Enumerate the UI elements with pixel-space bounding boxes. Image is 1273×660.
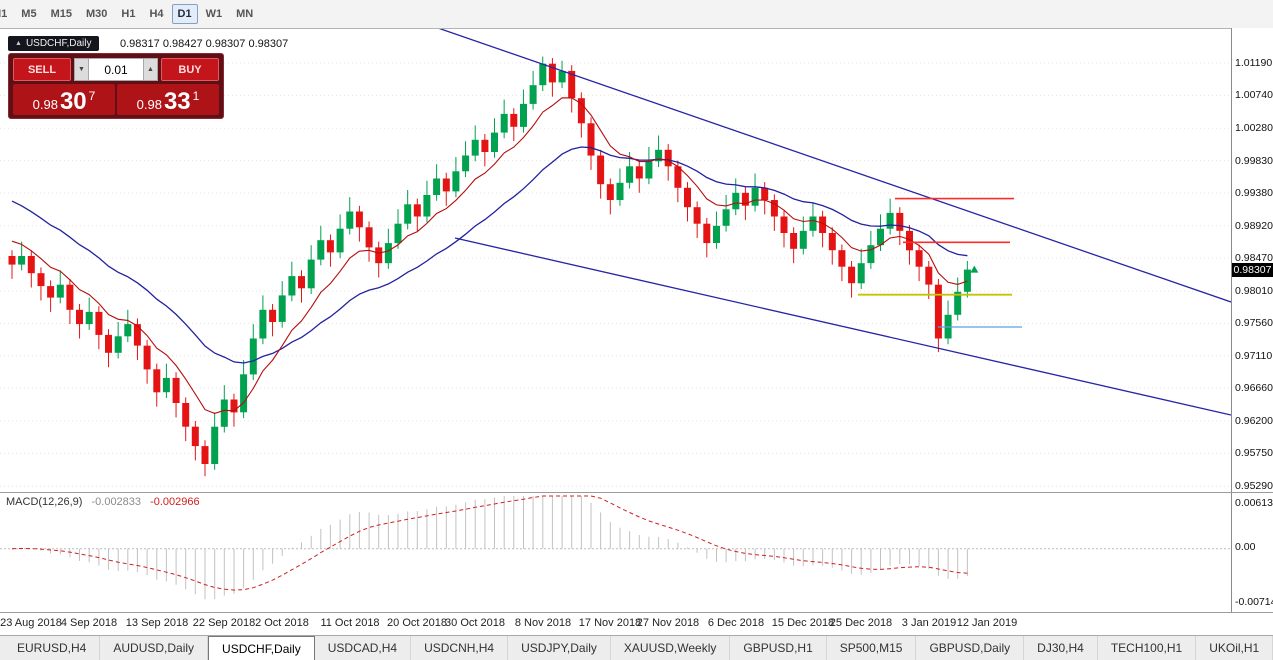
current-price-tag: 0.98307 [1232, 263, 1273, 277]
timeframe-button-d1[interactable]: D1 [171, 4, 198, 24]
chart-tab-usdjpy-daily[interactable]: USDJPY,Daily [508, 636, 611, 660]
date-axis-label: 3 Jan 2019 [901, 617, 957, 629]
sell-button[interactable]: SELL [13, 58, 71, 81]
up-arrow-marker [970, 265, 979, 273]
sell-price-base: 0.98 [32, 96, 58, 112]
buy-button[interactable]: BUY [161, 58, 219, 81]
chart-tab-gbpusd-h1[interactable]: GBPUSD,H1 [730, 636, 827, 660]
date-axis-label: 4 Sep 2018 [60, 617, 118, 629]
macd-axis-label-min: -0.007142 [1235, 596, 1273, 608]
chart-tab-bar: EURUSD,H4 AUDUSD,Daily USDCHF,Daily USDCAD,… [0, 635, 1273, 660]
sell-price-big-figures: 30 [59, 88, 87, 116]
trade-controls-row: SELL ▼ ▲ BUY [13, 58, 219, 81]
trade-prices-row: 0.98 30 7 0.98 33 1 [13, 84, 219, 115]
timeframe-button-m30[interactable]: M30 [80, 4, 113, 24]
descending-channel-upper-trendline[interactable] [379, 7, 1231, 303]
buy-price-base: 0.98 [136, 96, 162, 112]
macd-main-value: -0.002833 [91, 496, 142, 508]
price-axis-label: 0.99380 [1235, 187, 1273, 199]
chart-tab-sp500-m15[interactable]: SP500,M15 [827, 636, 917, 660]
macd-histogram [21, 496, 968, 600]
date-axis-label: 15 Dec 2018 [771, 617, 835, 629]
buy-price-pipette: 1 [192, 89, 200, 103]
descending-channel-lower-trendline[interactable] [454, 237, 1231, 416]
timeframe-button-m15[interactable]: M15 [45, 4, 78, 24]
price-axis[interactable] [1231, 28, 1273, 612]
lot-decrease-button[interactable]: ▼ [74, 58, 89, 81]
date-axis-label: 23 Aug 2018 [0, 617, 62, 629]
chart-tab-usdchf-daily[interactable]: USDCHF,Daily [208, 636, 315, 660]
chart-tab-audusd-daily[interactable]: AUDUSD,Daily [100, 636, 209, 660]
symbol-tab[interactable]: ▲ USDCHF,Daily [8, 36, 99, 51]
macd-signal-line [11, 495, 968, 591]
panel-splitter[interactable] [0, 492, 1273, 493]
ma-fast-line[interactable] [11, 97, 968, 414]
chart-tab-gbpusd-daily[interactable]: GBPUSD,Daily [916, 636, 1025, 660]
date-axis-label: 13 Sep 2018 [125, 617, 189, 629]
timeframe-buttons: M1M5M15M30H1H4D1W1MN [0, 4, 259, 24]
lot-size-control: ▼ ▲ [74, 58, 158, 81]
chart-surface[interactable] [0, 0, 1231, 612]
timeframe-button-m1[interactable]: M1 [0, 4, 13, 24]
price-axis-label: 0.99830 [1235, 155, 1273, 167]
date-axis-label: 6 Dec 2018 [707, 617, 765, 629]
price-axis-label: 0.96200 [1235, 415, 1273, 427]
date-axis-label: 2 Oct 2018 [255, 617, 309, 629]
one-click-trading-panel: SELL ▼ ▲ BUY 0.98 30 7 0.98 33 1 [8, 53, 224, 119]
symbol-tab-label: USDCHF,Daily [25, 38, 92, 49]
chart-tab-eurusd-h4[interactable]: EURUSD,H4 [4, 636, 101, 660]
buy-price-display[interactable]: 0.98 33 1 [117, 84, 219, 115]
macd-indicator-header: MACD(12,26,9) -0.002833 -0.002966 [6, 496, 200, 508]
timeframe-button-m5[interactable]: M5 [15, 4, 42, 24]
chart-tab-ukoil-h1[interactable]: UKOil,H1 [1196, 636, 1273, 660]
timeframe-button-w1[interactable]: W1 [200, 4, 229, 24]
chart-tab-dj30-h4[interactable]: DJ30,H4 [1024, 636, 1098, 660]
symbol-arrow-icon: ▲ [15, 40, 22, 47]
timeframe-toolbar: M1M5M15M30H1H4D1W1MN [0, 0, 1273, 29]
date-axis-label: 20 Oct 2018 [387, 617, 447, 629]
sell-price-display[interactable]: 0.98 30 7 [13, 84, 115, 115]
date-axis-label: 25 Dec 2018 [829, 617, 893, 629]
price-axis-label: 0.97560 [1235, 317, 1273, 329]
price-axis-label: 1.00740 [1235, 89, 1273, 101]
macd-signal-value: -0.002966 [150, 496, 200, 508]
chart-tab-usdcad-h4[interactable]: USDCAD,H4 [315, 636, 412, 660]
date-axis-label: 30 Oct 2018 [445, 617, 505, 629]
lot-size-input[interactable] [89, 58, 143, 81]
price-axis-label: 0.98470 [1235, 252, 1273, 264]
date-axis-label: 22 Sep 2018 [192, 617, 256, 629]
buy-price-big-figures: 33 [163, 88, 191, 116]
date-axis[interactable] [0, 612, 1273, 636]
price-axis-label: 0.96660 [1235, 382, 1273, 394]
timeframe-button-h4[interactable]: H4 [143, 4, 169, 24]
chart-tab-usdcnh-h4[interactable]: USDCNH,H4 [411, 636, 509, 660]
date-axis-label: 8 Nov 2018 [514, 617, 572, 629]
chart-tab-xauusd-weekly[interactable]: XAUUSD,Weekly [611, 636, 731, 660]
candles-layer [8, 56, 971, 477]
ohlc-readout: 0.98317 0.98427 0.98307 0.98307 [120, 38, 289, 50]
lot-increase-button[interactable]: ▲ [143, 58, 158, 81]
price-axis-label: 0.95750 [1235, 447, 1273, 459]
date-axis-label: 12 Jan 2019 [956, 617, 1018, 629]
price-axis-label: 0.95290 [1235, 480, 1273, 492]
macd-axis-label-zero: 0.00 [1235, 541, 1256, 553]
ma-slow-line[interactable] [11, 146, 968, 364]
macd-indicator-name: MACD(12,26,9) [6, 496, 83, 508]
price-axis-label: 1.01190 [1235, 57, 1273, 69]
price-axis-label: 0.97110 [1235, 350, 1273, 362]
price-axis-label: 0.98010 [1235, 285, 1273, 297]
date-axis-label: 17 Nov 2018 [578, 617, 642, 629]
timeframe-button-h1[interactable]: H1 [115, 4, 141, 24]
chart-tab-tech100-h1[interactable]: TECH100,H1 [1098, 636, 1197, 660]
timeframe-button-mn[interactable]: MN [230, 4, 259, 24]
price-axis-label: 0.98920 [1235, 220, 1273, 232]
sell-price-pipette: 7 [88, 89, 96, 103]
date-axis-label: 11 Oct 2018 [320, 617, 380, 629]
date-axis-label: 27 Nov 2018 [636, 617, 700, 629]
macd-axis-label-max: 0.006137 [1235, 497, 1273, 509]
price-axis-label: 1.00280 [1235, 122, 1273, 134]
